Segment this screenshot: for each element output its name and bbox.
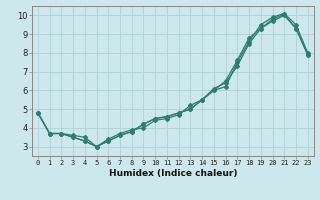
X-axis label: Humidex (Indice chaleur): Humidex (Indice chaleur) (108, 169, 237, 178)
